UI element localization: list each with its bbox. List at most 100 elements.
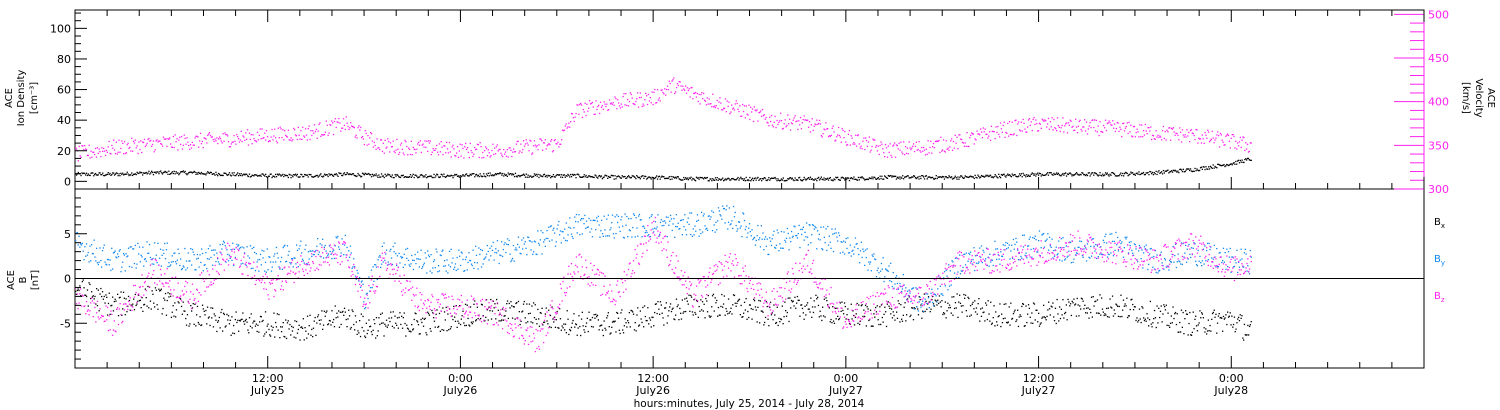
data-point-velocity [1144, 123, 1146, 126]
data-point-bx [913, 307, 915, 309]
data-point-velocity [97, 152, 99, 154]
data-point-bx [771, 312, 773, 314]
data-point-by [527, 236, 530, 239]
data-point-bx [380, 322, 383, 324]
data-point-bx [985, 302, 987, 304]
data-point-bx [363, 330, 365, 332]
data-point-bx [79, 285, 81, 287]
data-point-bx [287, 320, 289, 322]
data-point-velocity [704, 100, 707, 102]
data-point-velocity [683, 88, 685, 90]
data-point-ion-density [494, 173, 497, 175]
data-point-bx [210, 307, 212, 309]
data-point-bx [1142, 307, 1144, 309]
data-point-by [549, 225, 552, 228]
data-point-by [231, 259, 233, 261]
data-point-bx [255, 323, 257, 325]
data-point-velocity [602, 108, 604, 110]
data-point-ion-density [329, 174, 331, 176]
data-point-ion-density [689, 177, 691, 180]
data-point-ion-density [597, 177, 599, 179]
data-point-velocity [465, 142, 467, 145]
data-point-by [239, 246, 241, 249]
data-point-velocity [294, 129, 296, 131]
data-point-ion-density [590, 176, 593, 178]
data-point-bx [1206, 330, 1209, 332]
data-point-velocity [1007, 122, 1009, 125]
data-point-bx [609, 333, 611, 335]
data-point-velocity [496, 144, 498, 146]
data-point-by [758, 239, 760, 241]
data-point-by [640, 219, 642, 221]
data-point-bx [1134, 306, 1136, 308]
data-point-bx [329, 320, 331, 322]
data-point-bx [994, 325, 996, 327]
data-point-by [196, 258, 198, 260]
data-point-ion-density [355, 175, 357, 178]
data-point-velocity [1018, 121, 1020, 123]
data-point-velocity [954, 134, 956, 136]
data-point-velocity [391, 146, 393, 148]
data-point-by [728, 207, 730, 209]
data-point-bx [654, 303, 657, 305]
data-point-velocity [908, 141, 910, 143]
data-point-bx [1233, 316, 1236, 318]
data-point-ion-density [781, 179, 784, 181]
data-point-ion-density [828, 177, 831, 179]
data-point-by [439, 254, 441, 256]
data-point-ion-density [313, 176, 315, 178]
data-point-bx [810, 297, 812, 299]
data-point-by [480, 248, 482, 251]
data-point-bx [628, 312, 630, 314]
data-point-by [448, 264, 450, 266]
data-point-ion-density [1241, 159, 1243, 161]
data-point-bx [463, 322, 465, 324]
data-point-by [259, 258, 261, 261]
data-point-ion-density [291, 174, 293, 176]
data-point-bx [522, 310, 524, 312]
data-point-ion-density [1073, 174, 1075, 177]
data-point-bx [1070, 314, 1072, 317]
data-point-velocity [178, 139, 180, 141]
data-point-velocity [1103, 124, 1105, 127]
data-point-velocity [628, 100, 631, 103]
data-point-bx [127, 295, 130, 298]
data-point-velocity [899, 149, 901, 151]
data-point-velocity [435, 148, 437, 150]
data-point-bx [426, 334, 428, 336]
data-point-by [673, 217, 675, 220]
data-point-by [175, 261, 177, 263]
data-point-bx [541, 307, 543, 309]
data-point-by [695, 230, 697, 232]
data-point-ion-density [110, 174, 112, 176]
data-point-ion-density [485, 176, 487, 178]
data-point-ion-density [1037, 172, 1039, 174]
data-point-by [568, 226, 570, 228]
data-point-velocity [238, 141, 241, 143]
data-point-by [300, 240, 302, 242]
data-point-velocity [969, 137, 971, 139]
data-point-bx [390, 311, 392, 313]
data-point-bx [227, 315, 230, 317]
data-point-ion-density [1092, 172, 1094, 174]
data-point-velocity [562, 130, 565, 132]
data-point-by [288, 250, 290, 253]
data-point-by [601, 233, 604, 235]
data-point-ion-density [285, 174, 287, 177]
data-point-ion-density [224, 172, 226, 174]
data-point-bx [657, 301, 659, 303]
data-point-velocity [1174, 134, 1176, 136]
data-point-ion-density [634, 176, 636, 178]
data-point-bx [236, 321, 238, 324]
data-point-by [159, 248, 162, 250]
data-point-by [173, 252, 175, 255]
data-point-bx [823, 298, 825, 300]
data-point-bx [539, 312, 541, 314]
data-point-velocity [740, 115, 742, 117]
data-point-by [888, 265, 890, 267]
data-point-by [210, 256, 212, 259]
data-point-by [268, 256, 270, 258]
data-point-velocity [651, 91, 653, 93]
data-point-ion-density [594, 174, 596, 176]
data-point-ion-density [486, 174, 489, 177]
